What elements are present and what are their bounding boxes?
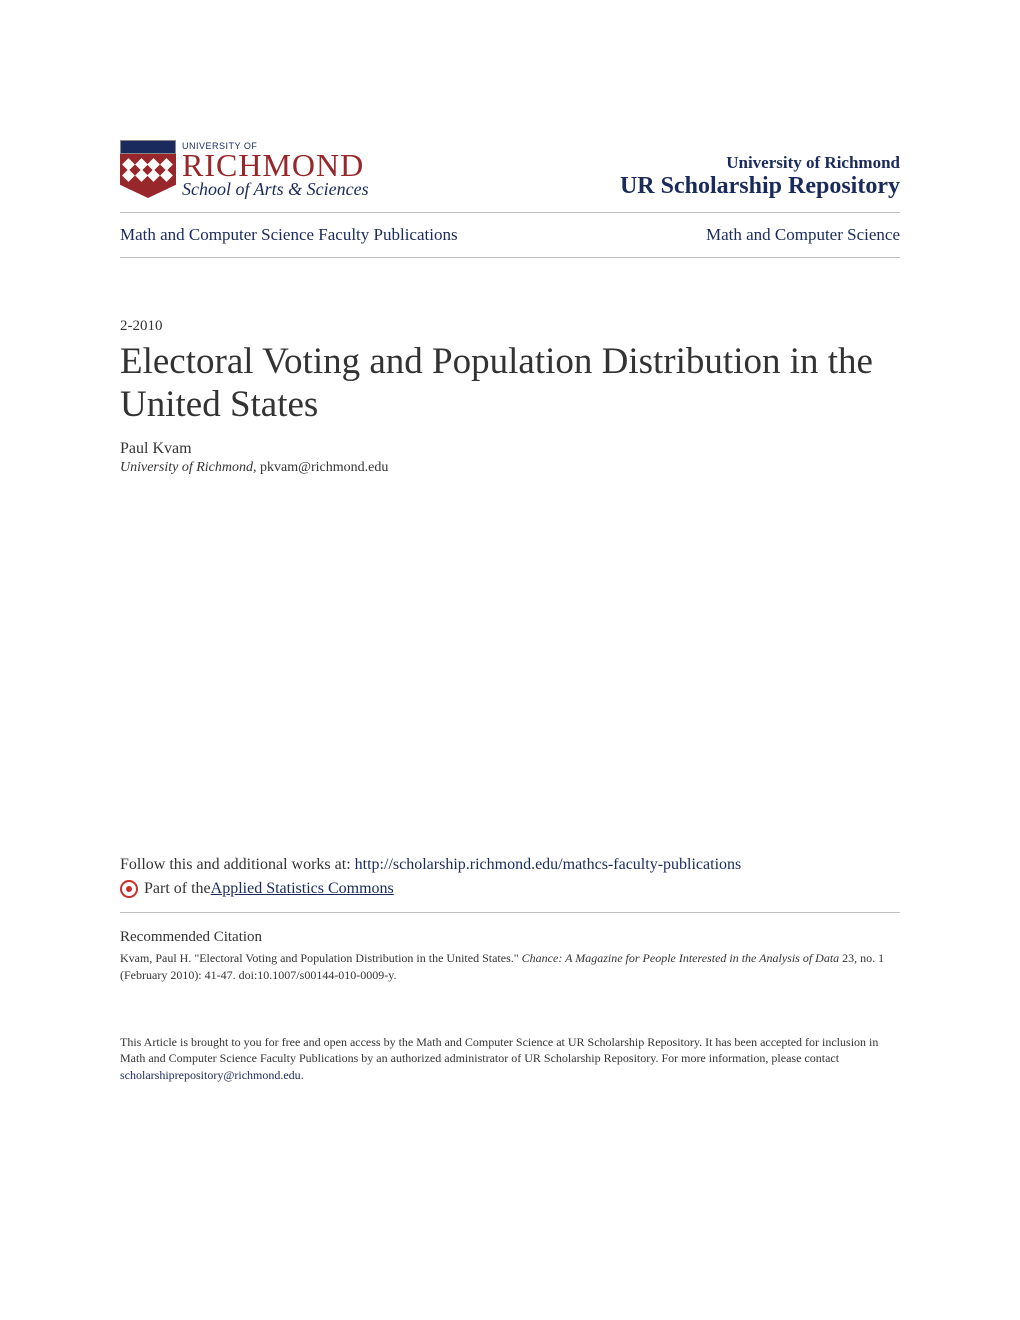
citation-text: Kvam, Paul H. "Electoral Voting and Popu… (120, 950, 900, 984)
author-affiliation: University of Richmond, pkvam@richmond.e… (120, 460, 900, 476)
footer-part1: This Article is brought to you for free … (120, 1035, 878, 1066)
citation-part1: Kvam, Paul H. "Electoral Voting and Popu… (120, 951, 522, 965)
repository-name: UR Scholarship Repository (620, 173, 900, 200)
author-name: Paul Kvam (120, 440, 900, 458)
follow-prefix: Follow this and additional works at: (120, 856, 355, 873)
footer-part2: . (301, 1068, 304, 1082)
publication-date: 2-2010 (120, 318, 900, 335)
footer-email-link[interactable]: scholarshiprepository@richmond.edu (120, 1068, 301, 1082)
part-of-prefix: Part of the (144, 880, 211, 898)
follow-section: Follow this and additional works at: htt… (120, 856, 900, 913)
citation-section: Recommended Citation Kvam, Paul H. "Elec… (120, 929, 900, 984)
header: UNIVERSITY OF RICHMOND School of Arts & … (120, 140, 900, 213)
network-icon (120, 880, 138, 898)
affiliation-email: , pkvam@richmond.edu (253, 460, 388, 475)
citation-heading: Recommended Citation (120, 929, 900, 946)
commons-link[interactable]: Applied Statistics Commons (211, 880, 394, 898)
follow-text: Follow this and additional works at: htt… (120, 856, 900, 874)
follow-url-link[interactable]: http://scholarship.richmond.edu/mathcs-f… (355, 856, 742, 873)
logo-text: UNIVERSITY OF RICHMOND School of Arts & … (182, 141, 369, 200)
article-title: Electoral Voting and Population Distribu… (120, 341, 900, 426)
part-of-row: Part of the Applied Statistics Commons (120, 880, 900, 913)
breadcrumb: Math and Computer Science Faculty Public… (120, 213, 900, 258)
footer-text: This Article is brought to you for free … (120, 1034, 900, 1084)
school-name: School of Arts & Sciences (182, 179, 369, 200)
article-content: 2-2010 Electoral Voting and Population D… (120, 318, 900, 476)
university-name: University of Richmond (620, 153, 900, 173)
citation-journal: Chance: A Magazine for People Interested… (522, 951, 840, 965)
breadcrumb-department-link[interactable]: Math and Computer Science (706, 225, 900, 245)
page-container: UNIVERSITY OF RICHMOND School of Arts & … (0, 0, 1020, 1164)
breadcrumb-collection-link[interactable]: Math and Computer Science Faculty Public… (120, 225, 458, 245)
logo-area: UNIVERSITY OF RICHMOND School of Arts & … (120, 140, 369, 200)
repository-heading: University of Richmond UR Scholarship Re… (620, 153, 900, 200)
richmond-wordmark: RICHMOND (182, 149, 369, 181)
affiliation-university: University of Richmond (120, 460, 253, 475)
shield-icon (120, 140, 176, 200)
